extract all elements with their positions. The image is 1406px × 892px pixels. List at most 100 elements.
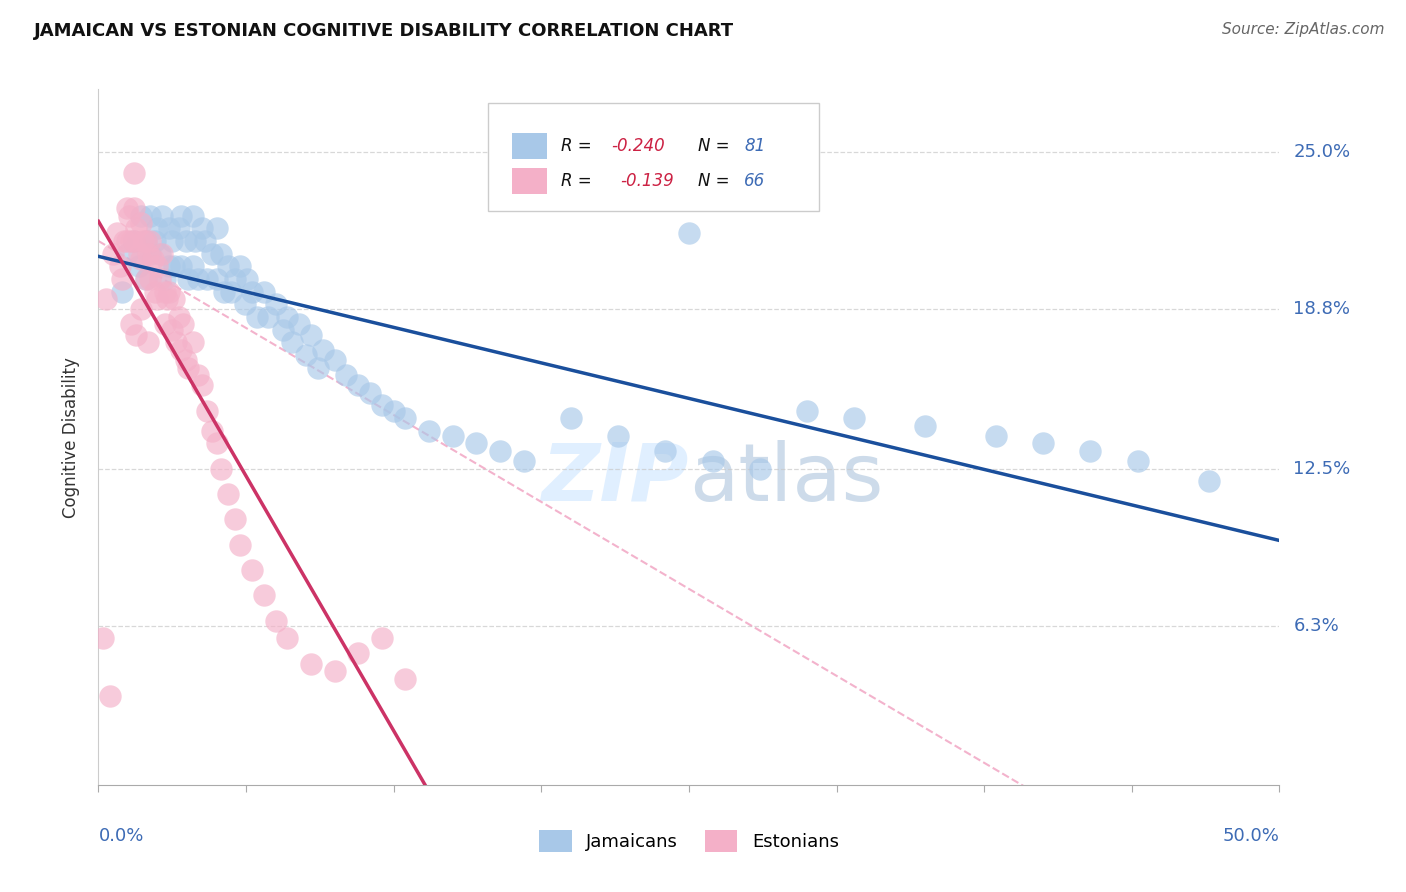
Point bbox=[112, 234, 135, 248]
Point bbox=[122, 201, 145, 215]
Point bbox=[121, 234, 143, 248]
Point bbox=[136, 335, 159, 350]
Point bbox=[135, 234, 157, 248]
Point bbox=[796, 403, 818, 417]
Point bbox=[150, 246, 173, 260]
Point bbox=[229, 260, 252, 274]
Point bbox=[139, 246, 162, 260]
Point bbox=[560, 411, 582, 425]
Point bbox=[371, 631, 394, 645]
Point bbox=[702, 454, 724, 468]
Y-axis label: Cognitive Disability: Cognitive Disability bbox=[62, 357, 80, 517]
Text: R =: R = bbox=[561, 137, 598, 155]
Point bbox=[132, 234, 155, 248]
Point bbox=[205, 272, 228, 286]
Point bbox=[512, 454, 534, 468]
Point bbox=[167, 310, 190, 324]
Point bbox=[135, 272, 157, 286]
Point bbox=[101, 246, 124, 260]
Point bbox=[157, 260, 180, 274]
Text: N =: N = bbox=[699, 137, 735, 155]
Point bbox=[217, 487, 239, 501]
Point bbox=[170, 260, 193, 274]
Text: 12.5%: 12.5% bbox=[1294, 459, 1351, 478]
Point bbox=[654, 444, 676, 458]
Text: ZIP: ZIP bbox=[541, 440, 689, 518]
Point bbox=[209, 461, 232, 475]
Text: JAMAICAN VS ESTONIAN COGNITIVE DISABILITY CORRELATION CHART: JAMAICAN VS ESTONIAN COGNITIVE DISABILIT… bbox=[34, 22, 734, 40]
Point bbox=[125, 221, 148, 235]
Point bbox=[394, 672, 416, 686]
Point bbox=[184, 234, 207, 248]
Point bbox=[153, 285, 176, 299]
Point bbox=[139, 234, 162, 248]
Point bbox=[1198, 475, 1220, 489]
Text: Source: ZipAtlas.com: Source: ZipAtlas.com bbox=[1222, 22, 1385, 37]
Point bbox=[489, 444, 512, 458]
Point bbox=[191, 221, 214, 235]
Point bbox=[281, 335, 304, 350]
Point bbox=[748, 461, 770, 475]
Point bbox=[264, 297, 287, 311]
Point bbox=[150, 209, 173, 223]
Point bbox=[347, 647, 370, 661]
Point bbox=[257, 310, 280, 324]
Point bbox=[323, 352, 346, 367]
Point bbox=[125, 327, 148, 342]
Point bbox=[139, 209, 162, 223]
Bar bbox=[512, 133, 547, 160]
Point bbox=[163, 260, 186, 274]
Point bbox=[105, 227, 128, 241]
Point bbox=[91, 631, 114, 645]
Point bbox=[181, 260, 204, 274]
Point bbox=[195, 403, 218, 417]
Point bbox=[209, 246, 232, 260]
Text: 18.8%: 18.8% bbox=[1294, 301, 1350, 318]
FancyBboxPatch shape bbox=[488, 103, 818, 211]
Point bbox=[177, 360, 200, 375]
Point bbox=[187, 368, 209, 383]
Point bbox=[157, 285, 180, 299]
Point bbox=[149, 246, 172, 260]
Point bbox=[146, 221, 169, 235]
Point bbox=[233, 297, 256, 311]
Point bbox=[382, 403, 405, 417]
Point bbox=[194, 234, 217, 248]
Point bbox=[170, 343, 193, 357]
Text: N =: N = bbox=[699, 172, 735, 190]
Point bbox=[560, 140, 582, 154]
Point bbox=[122, 234, 145, 248]
Point bbox=[181, 209, 204, 223]
Point bbox=[135, 272, 157, 286]
Point bbox=[174, 234, 197, 248]
Point bbox=[111, 285, 134, 299]
Point bbox=[347, 378, 370, 392]
Point bbox=[271, 322, 294, 336]
Point bbox=[224, 512, 246, 526]
Point bbox=[288, 318, 311, 332]
Point bbox=[195, 272, 218, 286]
Point bbox=[607, 429, 630, 443]
Point bbox=[170, 209, 193, 223]
Point bbox=[153, 318, 176, 332]
Point bbox=[160, 322, 183, 336]
Point bbox=[122, 234, 145, 248]
Point bbox=[157, 221, 180, 235]
Text: 66: 66 bbox=[744, 172, 766, 190]
Point bbox=[335, 368, 357, 383]
Point bbox=[1032, 436, 1054, 450]
Point bbox=[149, 272, 172, 286]
Point bbox=[219, 285, 242, 299]
Point bbox=[163, 292, 186, 306]
Point bbox=[118, 209, 141, 223]
Text: 81: 81 bbox=[744, 137, 766, 155]
Text: 6.3%: 6.3% bbox=[1294, 616, 1339, 634]
Point bbox=[115, 201, 138, 215]
Point bbox=[276, 310, 298, 324]
Point bbox=[136, 246, 159, 260]
Point bbox=[217, 260, 239, 274]
Point bbox=[323, 664, 346, 678]
Point bbox=[229, 538, 252, 552]
Point bbox=[128, 246, 150, 260]
Point bbox=[122, 166, 145, 180]
